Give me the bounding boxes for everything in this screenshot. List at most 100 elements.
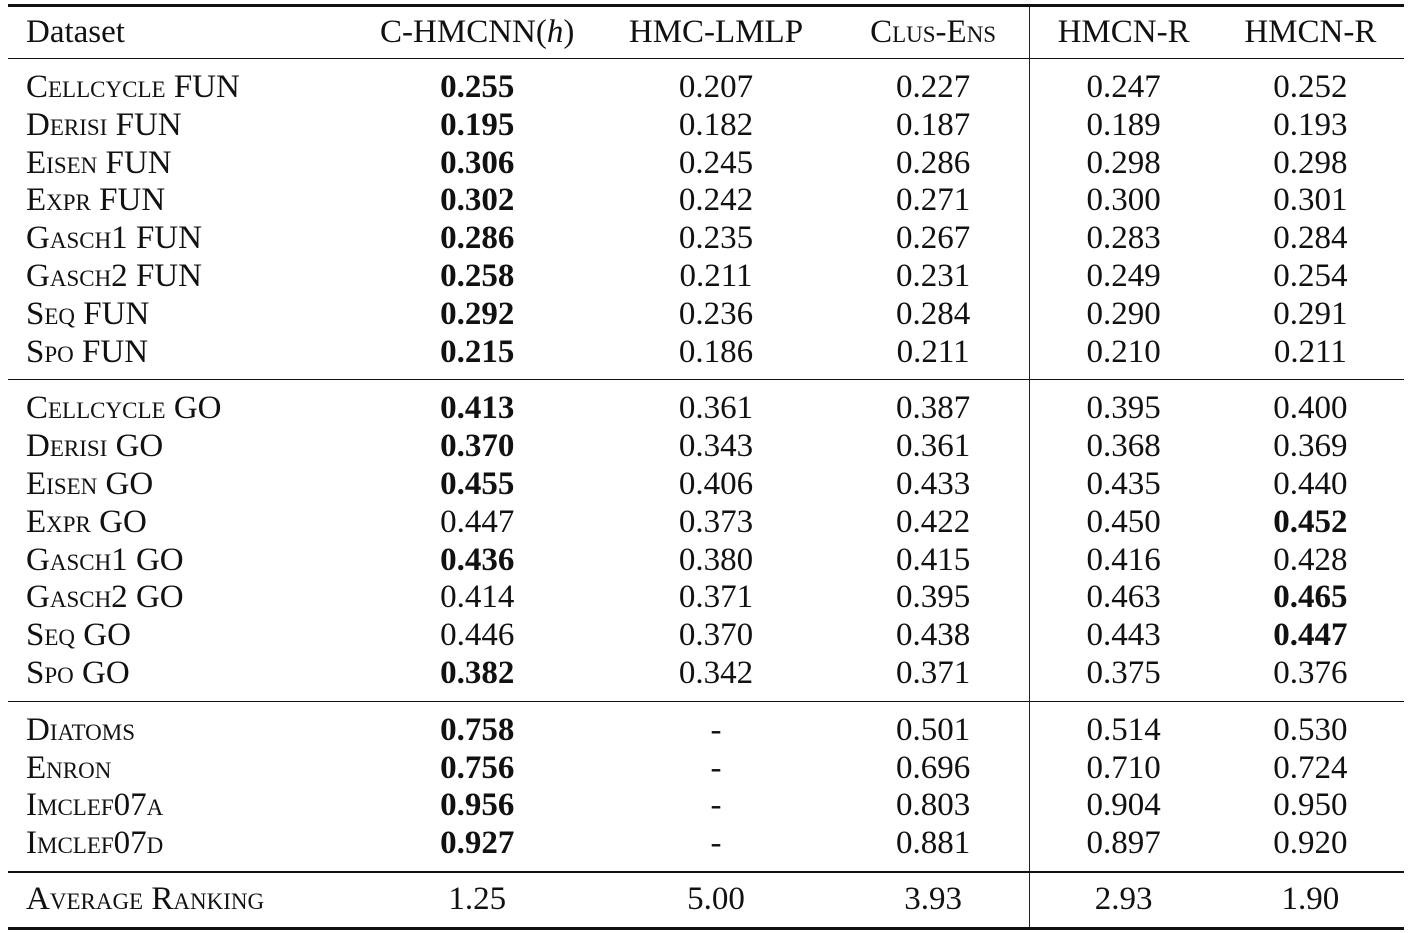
dataset-name-label: Gasch1 (26, 541, 128, 578)
dataset-suffix: GO (127, 579, 184, 616)
dataset-suffix: FUN (127, 257, 202, 294)
dataset-suffix: GO (127, 541, 184, 578)
table-row: Derisi FUN 0.195 0.182 0.187 0.189 0.193 (8, 106, 1404, 145)
header-clus-ens: Clus-Ens (870, 14, 997, 50)
score-cell: 0.382 (440, 654, 515, 691)
dataset-suffix: GO (90, 503, 147, 540)
score-cell: 0.950 (1273, 787, 1348, 824)
dataset-suffix: GO (73, 654, 130, 691)
score-cell: 0.343 (678, 428, 754, 465)
score-cell: 0.447 (1273, 617, 1348, 654)
score-cell: 0.416 (1029, 541, 1217, 580)
score-cell: 0.207 (678, 69, 754, 105)
dataset-name-label: Spo (26, 654, 74, 691)
score-cell: - (710, 825, 722, 862)
dataset-name-label: Imclef07a (26, 787, 164, 824)
table-row: Eisen GO 0.455 0.406 0.433 0.435 0.440 (8, 465, 1404, 504)
dataset-name: Expr FUN (8, 182, 359, 220)
dataset-suffix: FUN (90, 182, 166, 219)
score-cell: 0.271 (895, 182, 971, 219)
dataset-name-label: Enron (26, 749, 112, 786)
dataset-suffix: GO (97, 465, 154, 502)
table-row: Spo FUN 0.215 0.186 0.211 0.210 0.211 (8, 333, 1404, 380)
score-cell: 0.465 (1273, 579, 1348, 616)
dataset-suffix: FUN (127, 220, 202, 257)
ranking-section: Average Ranking 1.25 5.00 3.93 2.93 1.90 (8, 871, 1404, 929)
score-cell: 0.414 (440, 579, 515, 616)
dataset-suffix: FUN (73, 333, 149, 370)
table-row: Imclef07a 0.956 - 0.803 0.904 0.950 (8, 787, 1404, 826)
header-hmcn-r-2: HMCN-R (1244, 14, 1377, 50)
score-cell: 0.756 (440, 749, 515, 786)
score-cell: 0.881 (895, 825, 971, 862)
score-cell: - (710, 787, 722, 824)
table-row: Enron 0.756 - 0.696 0.710 0.724 (8, 749, 1404, 788)
score-cell: 0.530 (1273, 711, 1348, 748)
score-cell: 0.455 (440, 465, 515, 502)
dataset-name: Gasch1 FUN (8, 220, 359, 258)
dataset-name: Cellcycle FUN (8, 59, 359, 107)
score-cell: 0.375 (1029, 654, 1217, 702)
dataset-name-label: Gasch1 (26, 220, 128, 257)
score-cell: 0.290 (1029, 295, 1217, 334)
ranking-value: 2.93 (1029, 871, 1217, 929)
dataset-name: Eisen FUN (8, 145, 359, 183)
dataset-name-label: Gasch2 (26, 579, 128, 616)
score-cell: 0.696 (895, 749, 971, 786)
header-hmc-lmlp: HMC-LMLP (628, 14, 804, 50)
score-cell: - (710, 711, 722, 748)
score-cell: 0.387 (895, 390, 971, 427)
dataset-name: Expr GO (8, 504, 359, 542)
dataset-suffix: FUN (75, 295, 150, 332)
score-cell: 0.710 (1029, 749, 1217, 788)
table-row: Spo GO 0.382 0.342 0.371 0.375 0.376 (8, 654, 1404, 702)
dataset-name: Derisi FUN (8, 107, 359, 145)
dataset-name-label: Derisi (26, 428, 108, 465)
score-cell: 0.368 (1029, 428, 1217, 466)
score-cell: 0.258 (440, 257, 515, 294)
table-row: Eisen FUN 0.306 0.245 0.286 0.298 0.298 (8, 144, 1404, 183)
results-table: Dataset C-HMCNN(h) HMC-LMLP Clus-Ens HMC… (8, 4, 1404, 930)
score-cell: 0.236 (678, 295, 754, 332)
score-cell: 0.406 (678, 465, 754, 502)
score-cell: 0.286 (440, 220, 515, 257)
dataset-name: Derisi GO (8, 428, 359, 466)
score-cell: 0.291 (1273, 295, 1348, 332)
score-cell: 0.215 (440, 333, 515, 370)
score-cell: 0.298 (1029, 144, 1217, 183)
score-cell: 0.242 (678, 182, 754, 219)
header-hmcn-r-1: HMCN-R (1029, 5, 1217, 59)
header-row: Dataset C-HMCNN(h) HMC-LMLP Clus-Ens HMC… (8, 5, 1404, 59)
table-row: Gasch2 FUN 0.258 0.211 0.231 0.249 0.254 (8, 257, 1404, 296)
score-cell: 0.227 (895, 69, 971, 105)
score-cell: 0.231 (895, 257, 971, 294)
header-dataset: Dataset (26, 14, 125, 50)
table-row: Expr FUN 0.302 0.242 0.271 0.300 0.301 (8, 182, 1404, 221)
score-cell: 0.182 (678, 106, 754, 143)
table-row: Derisi GO 0.370 0.343 0.361 0.368 0.369 (8, 428, 1404, 466)
score-cell: 0.436 (440, 541, 515, 578)
dataset-suffix: GO (107, 428, 164, 465)
score-cell: 0.342 (678, 654, 754, 691)
score-cell: 0.452 (1273, 503, 1348, 540)
score-cell: 0.435 (1029, 465, 1217, 504)
table-row: Gasch1 FUN 0.286 0.235 0.267 0.283 0.284 (8, 220, 1404, 258)
header-c-hmcnn: C-HMCNN(h) (380, 14, 575, 50)
table-header: Dataset C-HMCNN(h) HMC-LMLP Clus-Ens HMC… (8, 5, 1404, 59)
score-cell: 0.189 (1029, 106, 1217, 145)
score-cell: 0.186 (678, 333, 754, 370)
table-row: Gasch1 GO 0.436 0.380 0.415 0.416 0.428 (8, 541, 1404, 580)
dataset-name-label: Eisen (26, 465, 98, 502)
score-cell: 0.284 (1273, 220, 1348, 257)
score-cell: 0.370 (440, 428, 515, 465)
score-cell: 0.187 (895, 106, 971, 143)
ranking-label: Average Ranking (26, 880, 265, 917)
dataset-name-label: Cellcycle (26, 69, 166, 105)
dataset-name-label: Derisi (26, 106, 108, 143)
dataset-name: Imclef07d (8, 825, 359, 872)
score-cell: 0.446 (440, 617, 515, 654)
dataset-name-label: Diatoms (26, 711, 136, 748)
table-body: Cellcycle FUN 0.255 0.207 0.227 0.247 0.252 De… (8, 58, 1404, 872)
dataset-name-label: Expr (26, 503, 91, 540)
score-cell: 0.897 (1029, 825, 1217, 872)
